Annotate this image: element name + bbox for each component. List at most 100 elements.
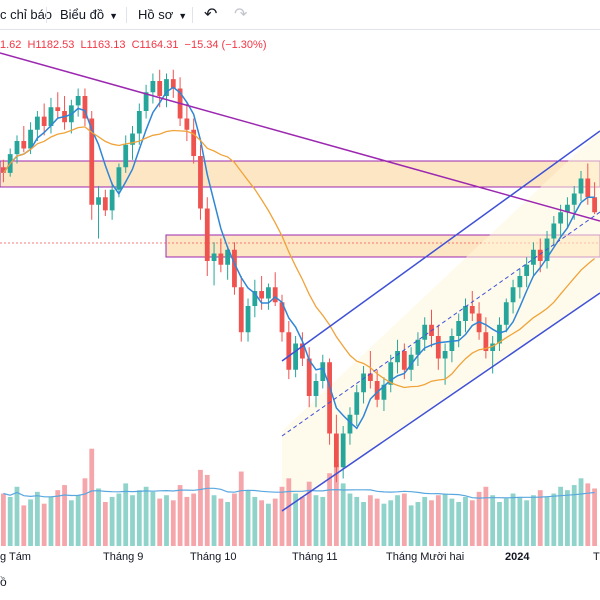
volume-bar [7,496,13,546]
toolbar-divider [46,7,47,23]
ma-fast-line [2,86,595,430]
candle-body [28,129,33,149]
candle-body [123,144,129,168]
candle-body [225,249,231,265]
volume-bar [55,490,61,546]
volume-bar [483,486,489,546]
volume-bar [401,493,407,546]
candle-body [476,313,482,333]
time-tick: Tháng 11 [292,551,338,563]
volume-bar [313,495,319,546]
volume-bar [279,486,285,546]
volume-bar [429,500,434,546]
volume-bar [517,496,523,546]
volume-bar [367,495,373,546]
volume-bars [1,448,597,546]
volume-bar [232,493,237,546]
candle-body [388,362,394,385]
candle-body [266,287,271,299]
volume-bar [585,483,591,546]
ohlc-legend: 1.62 H1182.53 L1163.13 C1164.31 −15.34 (… [0,36,269,54]
candle-body [578,178,584,194]
volume-bar [435,495,441,546]
indicators-button[interactable]: c chỉ báo [0,0,52,30]
candle-body [463,306,468,321]
volume-bar [469,500,475,546]
candle-body [415,339,421,355]
volume-bar [476,491,482,546]
bottom-bar-label: ồ [0,575,7,589]
volume-bar [449,498,455,546]
volume-bar [102,502,108,546]
candle-body [41,116,47,126]
volume-bar [544,496,550,546]
volume-bar [537,490,543,546]
candle-body [320,362,326,381]
volume-bar [245,490,251,546]
candle-body [483,332,489,351]
candle-body [259,291,265,299]
candle-body [367,373,373,381]
volume-bar [123,483,129,546]
candle-body [442,351,448,359]
volume-bar [109,496,115,546]
close-value: C1164.31 [131,39,179,51]
candle-body [48,107,54,126]
volume-bar [136,490,142,546]
candle-body [252,291,258,306]
candle-body [272,287,278,303]
candle-body [116,167,122,190]
chart-type-dropdown[interactable]: Biểu đồ ▼ [60,0,118,30]
candle-body [211,253,217,261]
volume-bar [306,481,312,546]
time-tick: Tháng 10 [190,551,237,563]
undo-icon[interactable]: ↶ [204,6,218,23]
volume-bar [143,486,149,546]
volume-bar [354,496,360,546]
candle-body [524,264,530,276]
candle-body [14,141,20,155]
volume-bar [150,491,156,546]
volume-bar [28,499,33,546]
candle-body [449,336,455,351]
volume-bar [170,500,176,546]
candle-body [517,276,523,288]
volume-bar [510,493,516,546]
candle-body [551,223,557,239]
candle-body [150,81,156,93]
candle-body [306,358,312,396]
candle-body [347,414,353,434]
candle-body [279,302,285,333]
candle-body [102,197,108,211]
candle-body [401,351,407,370]
volume-bar [456,502,462,546]
candle-body [565,204,570,213]
candle-body [497,324,502,344]
chevron-down-icon: ▼ [109,11,119,21]
redo-icon[interactable]: ↷ [234,6,248,23]
channel-area [282,131,600,511]
candle-body [537,249,543,261]
price-chart[interactable] [0,31,600,547]
candle-body [191,129,197,156]
candle-body [170,79,176,89]
volume-bar [164,495,169,546]
open-value: 1.62 [0,39,22,51]
volume-bar [374,498,380,546]
candle-body [184,118,190,130]
volume-bar [490,495,496,546]
candle-body [198,156,203,209]
top-toolbar: c chỉ báo Biểu đồ ▼ Hồ sơ ▼ ↶ ↷ [0,0,600,30]
volume-bar [531,495,536,546]
candle-body [300,343,305,359]
volume-bar [415,502,421,546]
volume-bar [116,493,122,546]
volume-bar [286,478,292,546]
time-axis[interactable]: g Tám Tháng 9 Tháng 10 Tháng 11 Tháng Mư… [0,547,600,571]
profile-label: Hồ sơ [138,7,174,22]
volume-bar [361,502,366,546]
channel-fill [282,131,600,511]
volume-bar [14,486,20,546]
volume-bar [266,503,271,546]
profile-dropdown[interactable]: Hồ sơ ▼ [138,0,187,30]
